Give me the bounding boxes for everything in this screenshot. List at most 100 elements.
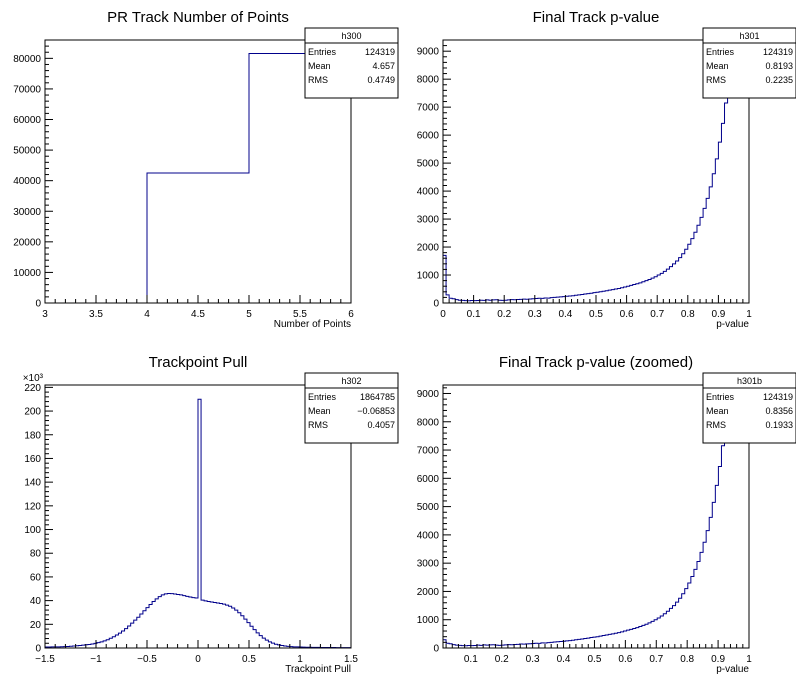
stats-value: 4.657	[372, 61, 395, 71]
y-tick-label: 9000	[417, 389, 440, 400]
x-tick-label: 0.1	[467, 309, 481, 320]
histogram-panel-2: Final Track p-value 0 1000 2000 3000 4000 5000…	[417, 9, 796, 330]
stats-value: 0.8193	[765, 61, 793, 71]
y-scale-label: ×10³	[23, 373, 44, 384]
y-tick-label: 40	[30, 596, 42, 607]
stats-label: Mean	[308, 406, 331, 416]
y-tick-label: 180	[24, 430, 41, 441]
stats-box-name: h301	[739, 31, 759, 41]
x-tick-label: 0.4	[558, 309, 572, 320]
stats-value: 124319	[365, 47, 395, 57]
x-tick-label: 0.5	[588, 654, 602, 665]
panel-title: PR Track Number of Points	[107, 9, 289, 26]
y-tick-label: 50000	[13, 146, 41, 157]
y-tick-label: 4000	[417, 530, 440, 541]
y-tick-label: 60000	[13, 115, 41, 126]
x-tick-label: 0.6	[618, 654, 632, 665]
y-tick-label: 4000	[417, 187, 440, 198]
stats-box: h300 Entries 124319 Mean 4.657 RMS 0.4749	[304, 27, 399, 99]
stats-value: 0.4749	[367, 75, 395, 85]
y-tick-label: 20000	[13, 237, 41, 248]
stats-box-name: h302	[341, 376, 361, 386]
stats-box: h302 Entries 1864785 Mean −0.06853 RMS 0.4057	[304, 372, 399, 444]
y-tick-label: 80000	[13, 54, 41, 65]
stats-value: 0.4057	[367, 420, 395, 430]
x-tick-label: 3.5	[89, 309, 103, 320]
x-tick-label: 3	[42, 309, 48, 320]
y-tick-label: 100	[24, 525, 41, 536]
x-tick-label: 0.9	[711, 309, 725, 320]
x-tick-label: 0.2	[495, 654, 509, 665]
stats-label: Mean	[706, 406, 729, 416]
stats-label: RMS	[706, 75, 726, 85]
y-tick-label: 7000	[417, 103, 440, 114]
x-tick-label: 1	[746, 309, 752, 320]
x-tick-label: 6	[348, 309, 354, 320]
panel-title: Final Track p-value	[533, 9, 660, 26]
histogram-line	[442, 384, 749, 648]
stats-label: Mean	[706, 61, 729, 71]
x-tick-label: 0.7	[650, 309, 664, 320]
x-tick-label: −1	[90, 654, 102, 665]
x-tick-label: 5	[246, 309, 252, 320]
y-tick-label: 220	[24, 383, 41, 394]
stats-box-frame	[702, 27, 796, 99]
y-tick-label: 7000	[417, 446, 440, 457]
stats-box-name: h300	[341, 31, 361, 41]
x-tick-label: 0.4	[557, 654, 571, 665]
y-tick-label: 20	[30, 620, 42, 631]
stats-value: 124319	[763, 47, 793, 57]
y-tick-label: 3000	[417, 559, 440, 570]
y-tick-label: 10000	[13, 268, 41, 279]
stats-value: 0.2235	[765, 75, 793, 85]
stats-value: 0.1933	[765, 420, 793, 430]
x-tick-label: 1	[297, 654, 303, 665]
y-tick-label: 160	[24, 454, 41, 465]
x-tick-label: 0.3	[526, 654, 540, 665]
stats-box-name: h301b	[737, 376, 762, 386]
stats-label: Mean	[308, 61, 331, 71]
x-tick-label: 0.8	[680, 654, 694, 665]
y-tick-label: 6000	[417, 474, 440, 485]
stats-value: 1864785	[360, 392, 395, 402]
y-tick-label: 0	[433, 299, 439, 310]
y-tick-label: 0	[35, 299, 41, 310]
x-axis-label: Number of Points	[274, 319, 351, 330]
y-tick-label: 140	[24, 478, 41, 489]
x-tick-label: 0.1	[464, 654, 478, 665]
x-tick-label: 0.7	[649, 654, 663, 665]
y-tick-label: 120	[24, 501, 41, 512]
histogram-line	[146, 52, 351, 303]
stats-value: 124319	[763, 392, 793, 402]
y-tick-label: 5000	[417, 502, 440, 513]
x-tick-label: 0.5	[589, 309, 603, 320]
y-tick-label: 40000	[13, 176, 41, 187]
y-tick-label: 5000	[417, 159, 440, 170]
histogram-panel-1: PR Track Number of Points 0 10000 20000 3000…	[13, 9, 399, 330]
x-tick-label: 0.2	[497, 309, 511, 320]
x-tick-label: 4	[144, 309, 150, 320]
x-tick-label: 1	[746, 654, 752, 665]
y-tick-label: 1000	[417, 615, 440, 626]
y-tick-label: 30000	[13, 207, 41, 218]
x-tick-label: 0	[440, 309, 446, 320]
stats-value: −0.06853	[357, 406, 395, 416]
y-tick-label: 70000	[13, 84, 41, 95]
y-tick-label: 8000	[417, 417, 440, 428]
stats-label: Entries	[706, 392, 735, 402]
x-tick-label: −0.5	[137, 654, 157, 665]
x-tick-label: 4.5	[191, 309, 205, 320]
stats-label: Entries	[308, 392, 337, 402]
stats-label: Entries	[308, 47, 337, 57]
y-tick-label: 9000	[417, 47, 440, 58]
stats-label: Entries	[706, 47, 735, 57]
x-tick-label: 0.3	[528, 309, 542, 320]
panel-title: Trackpoint Pull	[149, 354, 248, 371]
y-tick-label: 200	[24, 407, 41, 418]
y-tick-label: 2000	[417, 587, 440, 598]
y-tick-label: 1000	[417, 271, 440, 282]
stats-box-frame	[702, 372, 796, 444]
y-tick-label: 60	[30, 572, 42, 583]
